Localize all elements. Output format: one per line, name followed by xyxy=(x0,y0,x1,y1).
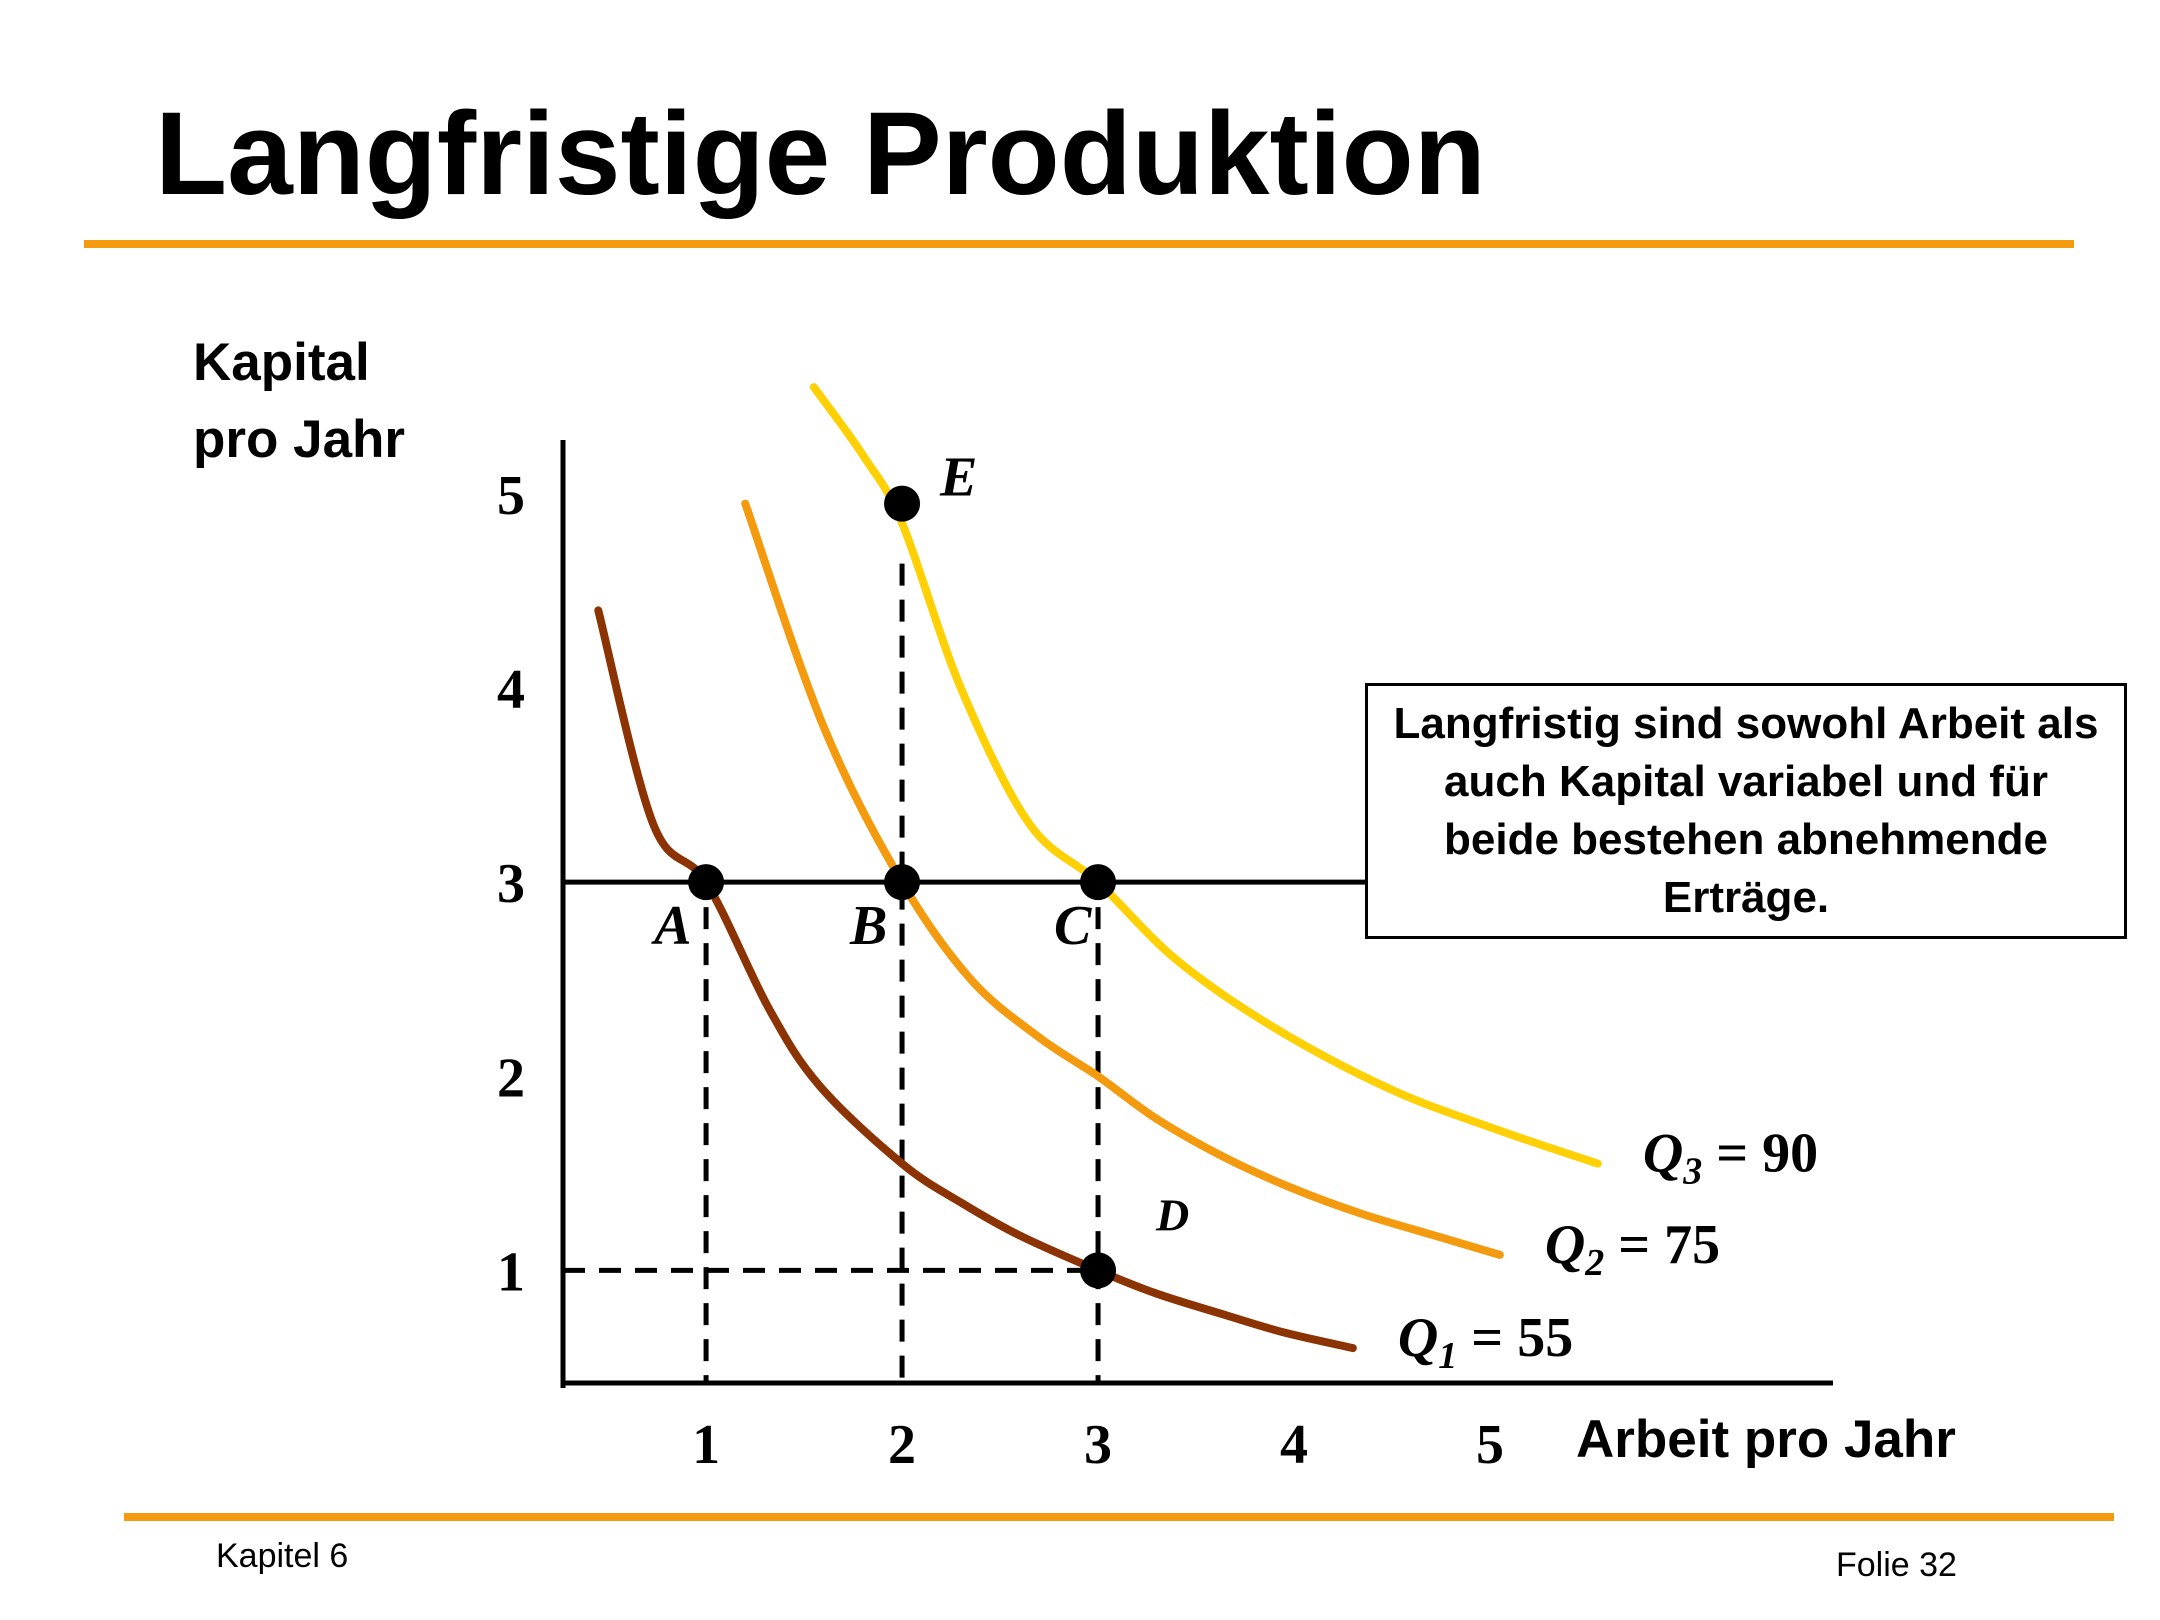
y-tick-label-2: 2 xyxy=(497,1047,525,1109)
x-tick-label-1: 1 xyxy=(692,1414,720,1476)
note-box: Langfristig sind sowohl Arbeit als auch … xyxy=(1365,683,2127,939)
point-e xyxy=(884,485,921,522)
y-tick-label-3: 3 xyxy=(497,853,525,915)
point-label-b: B xyxy=(849,895,887,957)
x-tick-label-5: 5 xyxy=(1476,1414,1504,1476)
point-d xyxy=(1080,1252,1117,1289)
footer-divider xyxy=(124,1513,2114,1521)
point-c xyxy=(1080,864,1117,901)
point-label-a: A xyxy=(651,895,691,957)
y-tick-label-5: 5 xyxy=(497,465,525,527)
point-a xyxy=(688,864,725,901)
footer-slide-number: Folie 32 xyxy=(1836,1546,1957,1584)
series-label-q1: Q1 = 55 xyxy=(1398,1307,1573,1377)
x-axis-title: Arbeit pro Jahr xyxy=(1576,1410,1956,1469)
footer-chapter: Kapitel 6 xyxy=(216,1537,349,1575)
x-tick-label-4: 4 xyxy=(1280,1414,1308,1476)
title-divider xyxy=(84,240,2074,248)
point-label-d: D xyxy=(1155,1189,1189,1240)
series-label-q3: Q3 = 90 xyxy=(1643,1123,1818,1193)
isoquant-q1 xyxy=(594,606,1357,1353)
point-label-c: C xyxy=(1054,895,1092,957)
y-tick-label-1: 1 xyxy=(497,1241,525,1303)
y-tick-label-4: 4 xyxy=(497,659,525,721)
x-tick-label-2: 2 xyxy=(888,1414,916,1476)
point-label-e: E xyxy=(939,447,977,509)
series-label-q2: Q2 = 75 xyxy=(1545,1214,1720,1284)
y-axis-title-line2: pro Jahr xyxy=(193,410,405,469)
y-axis-title-line1: Kapital xyxy=(193,333,370,392)
x-tick-label-3: 3 xyxy=(1084,1414,1112,1476)
isoquant-q2 xyxy=(741,499,1504,1259)
slide-title: Langfristige Produktion xyxy=(155,88,1486,220)
point-b xyxy=(884,864,921,901)
